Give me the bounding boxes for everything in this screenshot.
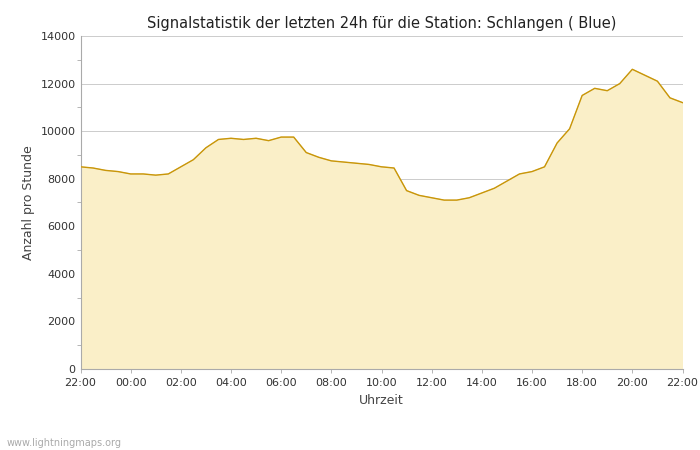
X-axis label: Uhrzeit: Uhrzeit	[359, 394, 404, 407]
Text: www.lightningmaps.org: www.lightningmaps.org	[7, 438, 122, 448]
Y-axis label: Anzahl pro Stunde: Anzahl pro Stunde	[22, 145, 35, 260]
Title: Signalstatistik der letzten 24h für die Station: Schlangen ( Blue): Signalstatistik der letzten 24h für die …	[147, 16, 616, 31]
